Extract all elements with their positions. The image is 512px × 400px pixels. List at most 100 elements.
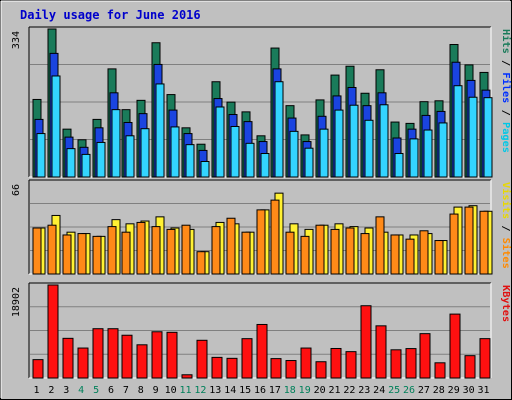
bar-sites-day-5 — [92, 235, 102, 275]
legend-2: Visits / Sites — [500, 182, 512, 269]
x-tick-label-day-17: 17 — [269, 385, 281, 396]
bar-kbytes-day-17 — [270, 358, 282, 379]
x-tick-label-day-19: 19 — [299, 385, 311, 396]
bar-kbytes-day-19 — [300, 347, 312, 379]
bar-kbytes-day-4 — [77, 347, 89, 379]
x-tick-label-day-4: 4 — [78, 385, 84, 396]
bar-pages-day-31 — [483, 97, 493, 178]
x-tick-label-day-18: 18 — [284, 385, 296, 396]
bar-kbytes-day-30 — [464, 355, 476, 379]
bar-kbytes-day-25 — [390, 349, 402, 379]
bar-sites-day-16 — [256, 209, 266, 275]
x-tick-label-day-25: 25 — [388, 385, 400, 396]
bar-kbytes-day-23 — [360, 305, 372, 379]
x-tick-label-day-16: 16 — [254, 385, 266, 396]
bar-kbytes-day-26 — [405, 348, 417, 379]
legend-3: KBytes — [500, 285, 511, 322]
bar-sites-day-15 — [241, 231, 251, 275]
legend-kbytes: KBytes — [500, 285, 511, 322]
x-tick-label-day-26: 26 — [403, 385, 415, 396]
legend-separator: / — [500, 54, 511, 73]
x-tick-label-day-23: 23 — [358, 385, 370, 396]
bar-sites-day-8 — [136, 221, 146, 275]
bar-sites-day-12 — [196, 251, 206, 275]
bar-sites-day-28 — [434, 240, 444, 275]
bar-pages-day-29 — [453, 85, 463, 178]
x-tick-label-day-21: 21 — [328, 385, 340, 396]
bar-sites-day-25 — [390, 234, 400, 275]
bar-sites-day-11 — [181, 224, 191, 275]
legend-visits: Visits — [500, 182, 512, 219]
bar-sites-day-17 — [270, 199, 280, 275]
panel-2: 66 Visits / Sites — [11, 179, 512, 275]
legend-hits: Hits — [500, 29, 512, 54]
bar-pages-day-9 — [155, 83, 165, 178]
bar-kbytes-day-9 — [151, 331, 163, 379]
bar-pages-day-22 — [349, 104, 359, 178]
bar-pages-day-3 — [66, 148, 76, 178]
bar-sites-day-13 — [211, 226, 221, 275]
panel-1: 334 Hits / Files / Pages — [11, 26, 512, 178]
x-tick-label-day-7: 7 — [123, 385, 129, 396]
bar-pages-day-13 — [215, 106, 225, 178]
bar-pages-day-15 — [245, 142, 255, 178]
legend-files: Files — [500, 72, 512, 103]
bar-kbytes-day-8 — [136, 344, 148, 379]
bar-pages-day-7 — [125, 135, 135, 178]
legend-1: Hits / Files / Pages — [500, 29, 512, 153]
bar-pages-day-16 — [260, 153, 270, 178]
bar-sites-day-24 — [375, 216, 385, 275]
bar-pages-day-5 — [96, 141, 106, 178]
bar-sites-day-29 — [449, 213, 459, 275]
x-tick-label-day-15: 15 — [239, 385, 251, 396]
bar-pages-day-20 — [319, 128, 329, 178]
bar-kbytes-day-11 — [181, 374, 193, 379]
bar-sites-day-26 — [405, 238, 415, 275]
bar-sites-day-23 — [360, 233, 370, 275]
legend-separator: / — [500, 219, 511, 238]
legend-separator: / — [500, 103, 511, 122]
bar-kbytes-day-22 — [345, 351, 357, 379]
bar-sites-day-18 — [285, 231, 295, 275]
bar-pages-day-24 — [379, 104, 389, 178]
bar-pages-day-1 — [36, 133, 46, 178]
x-tick-label-day-22: 22 — [343, 385, 355, 396]
x-tick-label-day-8: 8 — [138, 385, 144, 396]
bar-kbytes-day-6 — [107, 328, 119, 379]
bar-pages-day-18 — [289, 130, 299, 178]
bar-pages-day-21 — [334, 109, 344, 178]
y-max-label: 18902 — [11, 287, 22, 317]
x-tick-label-day-24: 24 — [373, 385, 385, 396]
bar-pages-day-4 — [81, 153, 91, 178]
legend-text: KBytes — [500, 285, 511, 322]
bar-pages-day-8 — [140, 128, 150, 178]
legend-sites: Sites — [500, 238, 512, 269]
bar-sites-day-21 — [330, 228, 340, 275]
bar-pages-day-23 — [364, 119, 374, 178]
bar-kbytes-day-21 — [330, 347, 342, 379]
x-tick-label-day-6: 6 — [108, 385, 114, 396]
x-tick-label-day-1: 1 — [33, 385, 39, 396]
bar-pages-day-17 — [274, 81, 284, 178]
bar-sites-day-31 — [479, 210, 489, 275]
bar-kbytes-day-3 — [62, 337, 74, 379]
x-tick-label-day-31: 31 — [477, 385, 489, 396]
bar-sites-day-6 — [107, 226, 117, 275]
bar-kbytes-day-13 — [211, 356, 223, 379]
bar-pages-day-19 — [304, 147, 314, 178]
bar-sites-day-22 — [345, 227, 355, 275]
bar-pages-day-12 — [200, 160, 210, 178]
legend-text: Visits / Sites — [500, 182, 512, 269]
bar-kbytes-day-24 — [375, 325, 387, 379]
x-tick-label-day-29: 29 — [448, 385, 460, 396]
bar-sites-day-4 — [77, 233, 87, 275]
x-tick-label-day-2: 2 — [48, 385, 54, 396]
bar-sites-day-10 — [166, 228, 176, 275]
bar-kbytes-day-14 — [226, 357, 238, 379]
bar-sites-day-9 — [151, 226, 161, 275]
legend-text: Hits / Files / Pages — [500, 29, 512, 153]
bar-kbytes-day-1 — [32, 359, 44, 379]
x-tick-label-day-10: 10 — [165, 385, 177, 396]
x-tick-label-day-9: 9 — [153, 385, 159, 396]
